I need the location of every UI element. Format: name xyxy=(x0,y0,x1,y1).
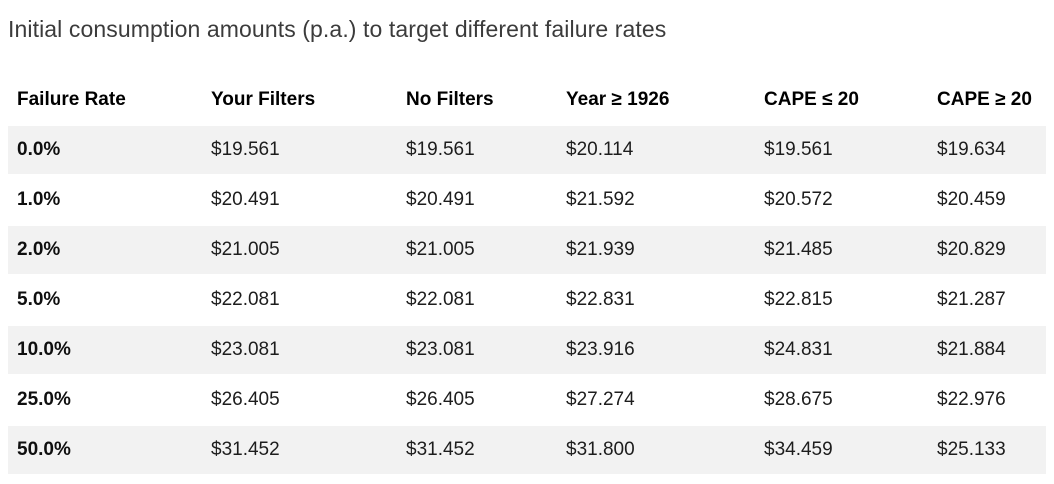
value-cell: $21.884 xyxy=(928,325,1046,376)
value-cell: $24.831 xyxy=(755,325,928,376)
table-row: 25.0% $26.405 $26.405 $27.274 $28.675 $22.976 xyxy=(8,375,1046,426)
column-header-0: Failure Rate xyxy=(8,76,202,126)
value-cell: $21.485 xyxy=(755,225,928,276)
table-row: 10.0% $23.081 $23.081 $23.916 $24.831 $21.884 xyxy=(8,325,1046,376)
value-cell: $20.491 xyxy=(397,175,557,226)
value-cell: $22.815 xyxy=(755,275,928,326)
column-header-5: CAPE ≥ 20 xyxy=(928,76,1046,126)
column-header-4: CAPE ≤ 20 xyxy=(755,76,928,126)
value-cell: $31.452 xyxy=(397,425,557,476)
value-cell: $27.274 xyxy=(557,375,755,426)
value-cell: $21.005 xyxy=(397,225,557,276)
value-cell: $21.939 xyxy=(557,225,755,276)
value-cell: $23.081 xyxy=(202,325,397,376)
value-cell: $21.005 xyxy=(202,225,397,276)
column-header-2: No Filters xyxy=(397,76,557,126)
failure-rate-cell: 0.0% xyxy=(8,125,202,176)
value-cell: $34.459 xyxy=(755,425,928,476)
value-cell: $22.976 xyxy=(928,375,1046,426)
failure-rate-table: Failure Rate Your Filters No Filters Year ≥… xyxy=(8,76,1046,476)
value-cell: $28.675 xyxy=(755,375,928,426)
value-cell: $22.081 xyxy=(397,275,557,326)
table-row: 1.0% $20.491 $20.491 $21.592 $20.572 $20.459 xyxy=(8,175,1046,226)
failure-rate-cell: 1.0% xyxy=(8,175,202,226)
value-cell: $20.491 xyxy=(202,175,397,226)
value-cell: $21.287 xyxy=(928,275,1046,326)
value-cell: $20.829 xyxy=(928,225,1046,276)
value-cell: $26.405 xyxy=(397,375,557,426)
value-cell: $21.592 xyxy=(557,175,755,226)
value-cell: $26.405 xyxy=(202,375,397,426)
value-cell: $20.572 xyxy=(755,175,928,226)
column-header-3: Year ≥ 1926 xyxy=(557,76,755,126)
table-row: 0.0% $19.561 $19.561 $20.114 $19.561 $19.634 xyxy=(8,125,1046,176)
table-header: Failure Rate Your Filters No Filters Year ≥… xyxy=(8,76,1046,126)
value-cell: $19.561 xyxy=(397,125,557,176)
table-row: 50.0% $31.452 $31.452 $31.800 $34.459 $25.133 xyxy=(8,425,1046,476)
failure-rate-cell: 50.0% xyxy=(8,425,202,476)
failure-rate-cell: 2.0% xyxy=(8,225,202,276)
page-title: Initial consumption amounts (p.a.) to ta… xyxy=(8,16,667,42)
value-cell: $19.561 xyxy=(202,125,397,176)
table-row: 5.0% $22.081 $22.081 $22.831 $22.815 $21.287 xyxy=(8,275,1046,326)
value-cell: $22.081 xyxy=(202,275,397,326)
failure-rate-cell: 25.0% xyxy=(8,375,202,426)
failure-rate-cell: 5.0% xyxy=(8,275,202,326)
value-cell: $23.916 xyxy=(557,325,755,376)
value-cell: $31.800 xyxy=(557,425,755,476)
value-cell: $20.114 xyxy=(557,125,755,176)
value-cell: $19.634 xyxy=(928,125,1046,176)
table-body: 0.0% $19.561 $19.561 $20.114 $19.561 $19.634 1… xyxy=(8,125,1046,476)
column-header-1: Your Filters xyxy=(202,76,397,126)
value-cell: $20.459 xyxy=(928,175,1046,226)
value-cell: $23.081 xyxy=(397,325,557,376)
value-cell: $31.452 xyxy=(202,425,397,476)
value-cell: $22.831 xyxy=(557,275,755,326)
table-header-row: Failure Rate Your Filters No Filters Year ≥… xyxy=(8,76,1046,126)
table-row: 2.0% $21.005 $21.005 $21.939 $21.485 $20.829 xyxy=(8,225,1046,276)
value-cell: $25.133 xyxy=(928,425,1046,476)
failure-rate-cell: 10.0% xyxy=(8,325,202,376)
value-cell: $19.561 xyxy=(755,125,928,176)
